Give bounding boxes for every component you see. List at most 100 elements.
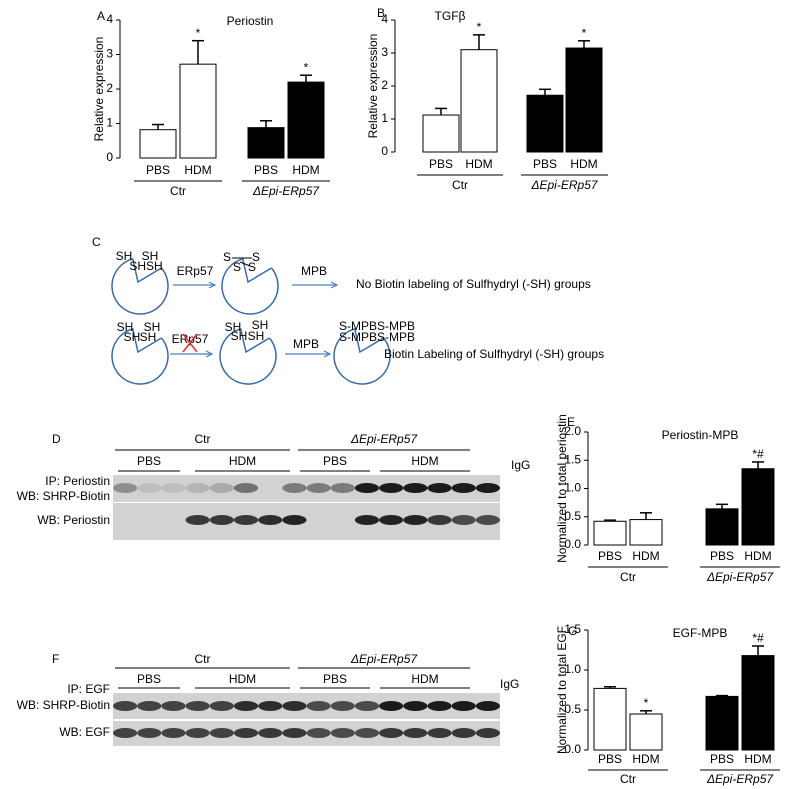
y-tick-label: 4: [381, 12, 388, 26]
group-label: Ctr: [195, 652, 211, 666]
lane-label: HDM: [229, 672, 256, 686]
annotation: *#: [752, 631, 764, 645]
lane-label: HDM: [411, 454, 438, 468]
group-label: SH: [231, 329, 248, 343]
group-label: S: [233, 260, 241, 274]
x-tick-label: PBS: [598, 752, 622, 766]
y-tick-label: 2.0: [564, 424, 581, 438]
blot-band: [475, 483, 500, 493]
blot-band: [451, 728, 476, 738]
lane-label: HDM: [229, 454, 256, 468]
group-label: ΔEpi-ERp57: [350, 432, 418, 446]
blot-band: [233, 728, 259, 738]
blot-band: [113, 483, 138, 493]
y-tick-label: 1.0: [564, 662, 581, 676]
x-tick-label: PBS: [598, 549, 622, 563]
y-tick-label: 0.5: [564, 509, 581, 523]
x-tick-label: HDM: [465, 157, 492, 171]
y-axis-label: Normalized to total EGF: [555, 626, 569, 754]
row-label: WB: SHRP-Biotin: [17, 489, 110, 503]
bar: [705, 695, 739, 751]
group-label: ΔEpi-ERp57: [530, 178, 598, 192]
blot-band: [475, 728, 500, 738]
blot-band: [185, 515, 210, 525]
y-axis-label: Relative expression: [366, 34, 380, 139]
protein-shape: [333, 328, 391, 385]
protein-shape: [219, 328, 277, 385]
x-tick-label: HDM: [570, 157, 597, 171]
protein-shape: [221, 258, 279, 315]
arrow-label: ERp57: [177, 264, 214, 278]
blot-band: [161, 701, 186, 711]
blot-band: [233, 515, 259, 525]
group-label: SH: [124, 330, 141, 344]
y-tick-label: 1: [381, 111, 388, 125]
row-label: WB: EGF: [59, 725, 110, 739]
bar: [741, 468, 775, 546]
blot-band: [427, 728, 452, 738]
arrow-head: [323, 350, 332, 358]
chart-title: Periostin: [227, 14, 274, 28]
bar: [593, 687, 627, 751]
group-label: SH: [225, 320, 242, 334]
blot-band: [354, 515, 380, 525]
x-tick-label: PBS: [710, 752, 734, 766]
bar: [287, 81, 325, 159]
y-tick-label: 0.5: [564, 702, 581, 716]
arrow-label: MPB: [301, 264, 327, 278]
blot-band: [282, 701, 307, 711]
group-label: S-MPBS-MPB: [339, 330, 415, 344]
group-label: S-MPBS-MPB: [339, 319, 415, 333]
lane-label: PBS: [137, 454, 161, 468]
panel-letter: G: [568, 624, 577, 638]
control-label: IgG: [511, 458, 530, 472]
y-tick-label: 0.0: [564, 537, 581, 551]
blot-band: [233, 701, 259, 711]
blot-band: [475, 701, 500, 711]
blot-band: [475, 515, 500, 525]
blot-band: [161, 483, 186, 493]
bar: [422, 114, 460, 153]
blot-band: [209, 483, 234, 493]
blot-band: [379, 483, 404, 493]
chart-title: TGFβ: [435, 9, 466, 23]
blot-band: [451, 701, 476, 711]
x-tick-label: PBS: [533, 157, 557, 171]
row-label: IP: EGF: [67, 682, 110, 696]
group-label: Ctr: [620, 570, 636, 584]
group-label: SH: [144, 320, 161, 334]
y-tick-label: 2: [106, 81, 113, 95]
blot-band: [306, 728, 331, 738]
panel-letter: D: [52, 432, 61, 446]
blot-band: [137, 728, 162, 738]
group-label: Ctr: [170, 184, 186, 198]
blot-band: [137, 701, 162, 711]
y-tick-label: 0: [381, 144, 388, 158]
group-label: S: [252, 250, 260, 264]
lane-label: PBS: [323, 672, 347, 686]
group-label: SH: [116, 249, 133, 263]
blot-band: [113, 701, 138, 711]
blot-band: [258, 728, 283, 738]
chart-title: EGF-MPB: [673, 626, 728, 640]
y-tick-label: 1.5: [564, 452, 581, 466]
blot-band: [258, 701, 283, 711]
group-label: SH: [248, 329, 265, 343]
blot-band: [427, 515, 452, 525]
group-label: ΔEpi-ERp57: [252, 184, 320, 198]
group-label: SHSH: [129, 259, 162, 273]
arrow-head: [205, 350, 214, 358]
blot-band: [379, 701, 404, 711]
group-label: SH: [140, 330, 157, 344]
blot-band: [209, 728, 234, 738]
disulfide-bond: [239, 261, 251, 267]
blot-band: [354, 728, 380, 738]
group-label: SH: [117, 320, 134, 334]
lane-label: PBS: [137, 672, 161, 686]
x-tick-label: HDM: [632, 549, 659, 563]
bar: [247, 127, 285, 159]
lane-label: PBS: [323, 454, 347, 468]
blot-band: [306, 701, 331, 711]
blot-band: [427, 701, 452, 711]
